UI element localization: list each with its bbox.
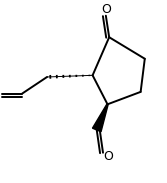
Text: O: O — [101, 3, 111, 16]
Text: O: O — [103, 150, 113, 163]
Polygon shape — [93, 104, 108, 132]
